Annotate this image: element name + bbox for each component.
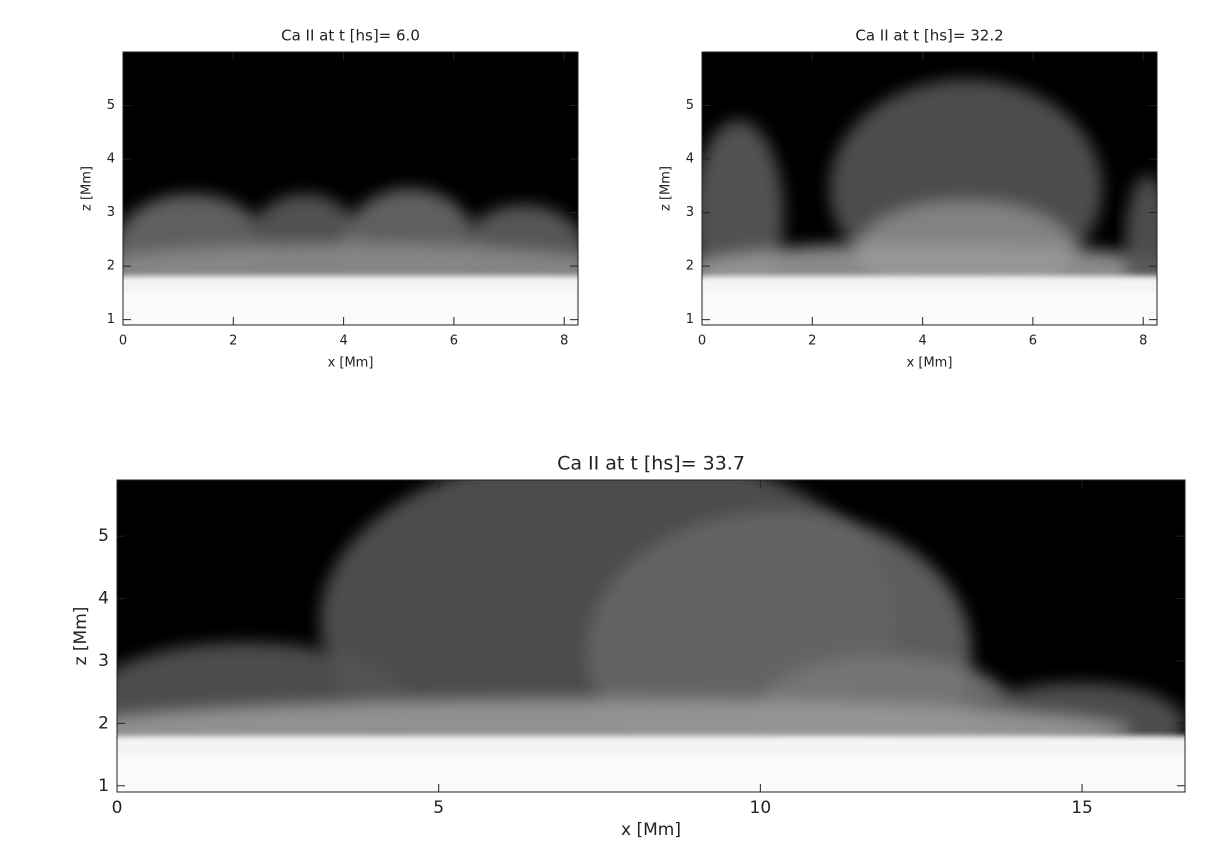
y-tick-label: 3 <box>107 205 115 220</box>
plot-frame <box>701 51 1158 326</box>
x-axis-label: x [Mm] <box>328 356 374 371</box>
y-axis-label: z [Mm] <box>659 166 674 211</box>
plot-frame <box>122 51 579 326</box>
y-tick-label: 2 <box>98 713 109 733</box>
panel: Ca II at t [hs]= 32.2 x [Mm] z [Mm] 0 2 4 6 8 1 2… <box>659 27 1158 371</box>
plot-frame <box>116 479 1186 793</box>
x-tick-label: 4 <box>918 334 926 349</box>
x-tick-label: 4 <box>339 334 347 349</box>
axes <box>122 51 579 326</box>
x-tick-label: 8 <box>1139 334 1147 349</box>
chart-title: Ca II at t [hs]= 32.2 <box>855 27 1003 45</box>
chart-title: Ca II at t [hs]= 33.7 <box>557 453 745 475</box>
bright-layer <box>702 292 1157 325</box>
y-tick-label: 1 <box>686 312 694 327</box>
intensity-image <box>123 52 578 325</box>
chart-title: Ca II at t [hs]= 6.0 <box>281 27 420 45</box>
x-tick-label: 0 <box>698 334 706 349</box>
x-axis-label: x [Mm] <box>621 820 681 840</box>
x-tick-label: 10 <box>750 798 772 818</box>
y-tick-label: 3 <box>98 651 109 671</box>
y-axis-label: z [Mm] <box>80 166 95 211</box>
x-tick-label: 0 <box>119 334 127 349</box>
y-tick-label: 2 <box>107 259 115 274</box>
x-tick-label: 2 <box>229 334 237 349</box>
y-tick-label: 4 <box>686 152 694 167</box>
intensity-image <box>117 480 1185 792</box>
y-tick-label: 5 <box>107 98 115 113</box>
y-tick-label: 4 <box>107 152 115 167</box>
y-tick-label: 5 <box>98 526 109 546</box>
y-tick-label: 3 <box>686 205 694 220</box>
intensity-image <box>702 52 1157 325</box>
x-tick-label: 15 <box>1071 798 1093 818</box>
axes <box>116 479 1186 793</box>
x-tick-label: 8 <box>560 334 568 349</box>
x-axis-label: x [Mm] <box>907 356 953 371</box>
x-tick-label: 0 <box>112 798 123 818</box>
bright-layer <box>123 292 578 325</box>
x-tick-label: 2 <box>808 334 816 349</box>
y-tick-label: 5 <box>686 98 694 113</box>
panel: Ca II at t [hs]= 33.7x [Mm]z [Mm]0 5 10 151… <box>71 453 1186 840</box>
y-tick-label: 1 <box>107 312 115 327</box>
y-tick-label: 4 <box>98 589 109 609</box>
y-tick-label: 1 <box>98 776 109 796</box>
axes <box>701 51 1158 326</box>
x-tick-label: 6 <box>1029 334 1037 349</box>
x-tick-label: 6 <box>450 334 458 349</box>
bright-layer <box>117 754 1185 792</box>
y-axis-label: z [Mm] <box>71 607 91 666</box>
y-tick-label: 2 <box>686 259 694 274</box>
panel: Ca II at t [hs]= 6.0 x [Mm] z [Mm] 0 2 4 6 8 1 2 3… <box>80 27 579 371</box>
x-tick-label: 5 <box>433 798 444 818</box>
